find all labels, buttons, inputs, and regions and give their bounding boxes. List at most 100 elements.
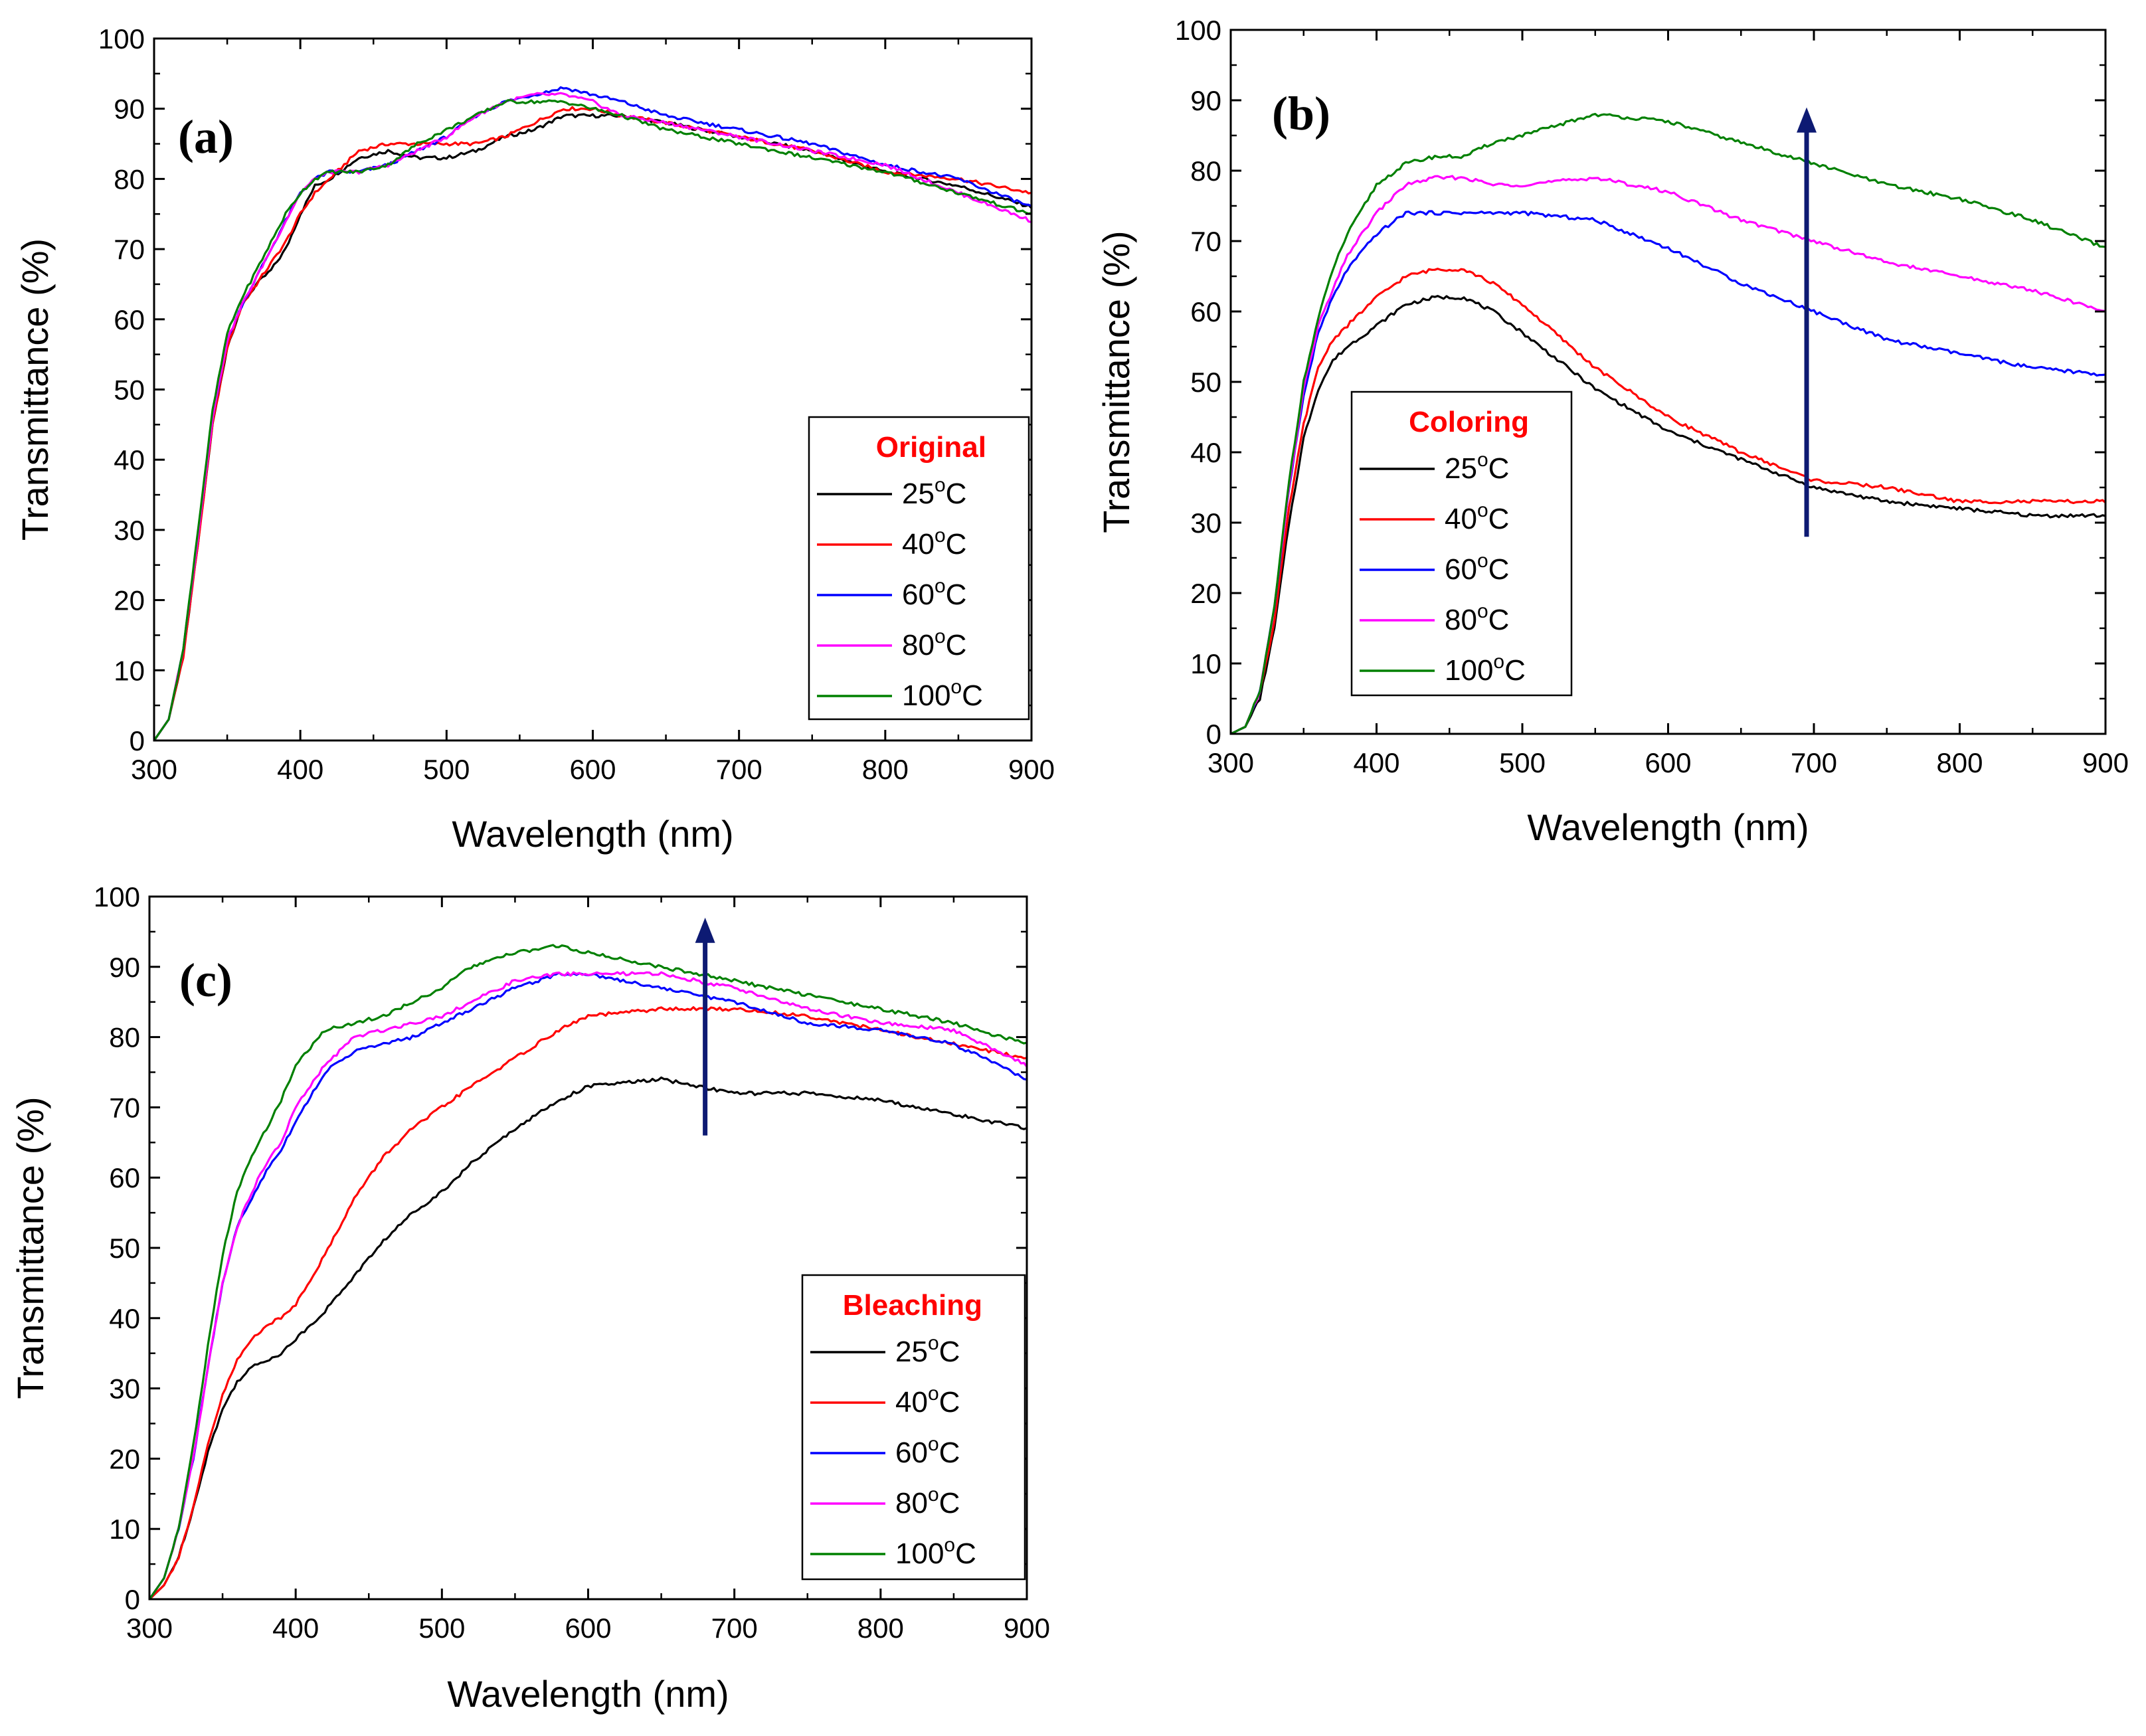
x-tick-label: 600 xyxy=(565,1612,611,1644)
x-tick-label: 900 xyxy=(1004,1612,1050,1644)
series-line-80 xyxy=(149,971,1027,1599)
panel-label: (a) xyxy=(178,110,234,163)
y-axis-title: Transmittance (%) xyxy=(1095,230,1137,533)
y-tick-label: 40 xyxy=(1190,437,1221,468)
y-tick-label: 80 xyxy=(1190,155,1221,187)
y-tick-label: 80 xyxy=(114,163,145,195)
series-group xyxy=(149,944,1027,1599)
y-tick-label: 60 xyxy=(109,1162,140,1193)
legend-entry-40: 40oC xyxy=(895,1383,960,1419)
legend-entry-60: 60oC xyxy=(1445,550,1509,586)
series-line-100 xyxy=(154,99,1031,740)
legend: Original 25oC 40oC 60oC 80oC 100oC xyxy=(808,416,1030,721)
legend-entry-100: 100oC xyxy=(902,676,983,712)
legend-entry-100: 100oC xyxy=(895,1534,976,1570)
legend-entry-60: 60oC xyxy=(895,1433,960,1469)
x-tick-label: 300 xyxy=(1207,747,1254,778)
legend-entry-60: 60oC xyxy=(902,575,966,611)
x-tick-label: 500 xyxy=(1499,747,1546,778)
y-tick-label: 50 xyxy=(1190,367,1221,398)
y-tick-label: 10 xyxy=(114,655,145,686)
series-line-40 xyxy=(1231,268,2105,734)
series-line-60 xyxy=(1231,210,2105,734)
x-tick-label: 400 xyxy=(272,1612,319,1644)
legend-box xyxy=(1350,391,1573,697)
legend-entry-25: 25oC xyxy=(1445,449,1509,485)
y-tick-label: 20 xyxy=(109,1443,140,1474)
y-tick-label: 100 xyxy=(98,23,145,54)
x-tick-label: 300 xyxy=(131,754,177,785)
y-tick-label: 70 xyxy=(1190,226,1221,257)
y-tick-label: 90 xyxy=(114,94,145,125)
trend-arrow-head xyxy=(695,917,715,943)
x-axis-title: Wavelength (nm) xyxy=(452,813,733,855)
x-tick-label: 500 xyxy=(418,1612,465,1644)
y-tick-label: 90 xyxy=(109,952,140,983)
panel-label: (c) xyxy=(179,954,232,1007)
legend-entry-40: 40oC xyxy=(1445,499,1509,535)
y-tick-label: 50 xyxy=(114,375,145,406)
x-tick-label: 700 xyxy=(711,1612,758,1644)
x-tick-label: 900 xyxy=(1008,754,1055,785)
y-tick-label: 30 xyxy=(1190,507,1221,539)
series-group xyxy=(154,86,1031,740)
y-tick-label: 10 xyxy=(1190,648,1221,679)
x-axis-title: Wavelength (nm) xyxy=(447,1673,729,1715)
trend-arrow-head xyxy=(1797,107,1817,133)
y-tick-label: 80 xyxy=(109,1022,140,1053)
x-tick-label: 700 xyxy=(716,754,762,785)
x-axis-title: Wavelength (nm) xyxy=(1527,806,1809,848)
y-tick-label: 10 xyxy=(109,1514,140,1545)
y-tick-label: 0 xyxy=(125,1584,140,1615)
legend-box xyxy=(808,416,1030,721)
x-tick-label: 600 xyxy=(1645,747,1691,778)
legend-entry-80: 80oC xyxy=(895,1484,960,1519)
legend-title: Bleaching xyxy=(843,1289,982,1322)
legend-entry-80: 80oC xyxy=(902,626,966,661)
y-tick-label: 30 xyxy=(109,1373,140,1405)
series-line-25 xyxy=(1231,295,2105,734)
x-tick-label: 500 xyxy=(423,754,470,785)
x-tick-label: 800 xyxy=(862,754,909,785)
legend: Bleaching 25oC 40oC 60oC 80oC 100oC xyxy=(801,1274,1026,1581)
y-tick-label: 20 xyxy=(114,585,145,616)
legend-entry-25: 25oC xyxy=(902,474,966,510)
series-line-100 xyxy=(1231,113,2105,734)
y-tick-label: 50 xyxy=(109,1233,140,1264)
legend-title: Coloring xyxy=(1409,406,1529,438)
series-line-80 xyxy=(1231,175,2105,734)
series-group xyxy=(1231,113,2105,734)
legend-entry-100: 100oC xyxy=(1445,651,1526,687)
x-tick-label: 600 xyxy=(569,754,616,785)
legend-title: Original xyxy=(876,431,986,464)
x-tick-label: 400 xyxy=(277,754,323,785)
legend-entry-40: 40oC xyxy=(902,525,966,561)
chart-panel-1: 300 400 500 600 700 800 900 0 10 20 30 40 50 60 70 80 90… xyxy=(1095,15,2129,848)
y-tick-label: 70 xyxy=(109,1092,140,1123)
x-tick-label: 900 xyxy=(2082,747,2129,778)
y-axis-title: Transmittance (%) xyxy=(9,1096,51,1399)
y-tick-label: 60 xyxy=(1190,296,1221,327)
series-line-25 xyxy=(149,1076,1027,1599)
x-tick-label: 400 xyxy=(1353,747,1399,778)
x-tick-label: 800 xyxy=(1936,747,1983,778)
series-line-100 xyxy=(149,944,1027,1599)
x-tick-label: 300 xyxy=(126,1612,173,1644)
panel-label: (b) xyxy=(1272,87,1330,140)
y-tick-label: 30 xyxy=(114,515,145,546)
series-line-40 xyxy=(149,1006,1027,1599)
x-tick-label: 700 xyxy=(1791,747,1837,778)
legend-entry-80: 80oC xyxy=(1445,600,1509,636)
y-tick-label: 100 xyxy=(94,881,140,912)
y-tick-label: 0 xyxy=(1206,719,1221,750)
chart-panel-2: 300 400 500 600 700 800 900 0 10 20 30 40 50 60 70 80 90… xyxy=(9,881,1050,1715)
chart-panel-0: 300 400 500 600 700 800 900 0 10 20 30 40 50 60 70 80 90… xyxy=(14,23,1055,855)
legend-box xyxy=(801,1274,1026,1581)
y-tick-label: 0 xyxy=(130,725,145,756)
y-axis-title: Transmittance (%) xyxy=(14,238,56,541)
y-tick-label: 40 xyxy=(109,1303,140,1334)
legend-entry-25: 25oC xyxy=(895,1332,960,1368)
y-tick-label: 20 xyxy=(1190,578,1221,609)
y-tick-label: 90 xyxy=(1190,85,1221,116)
y-tick-label: 60 xyxy=(114,304,145,335)
